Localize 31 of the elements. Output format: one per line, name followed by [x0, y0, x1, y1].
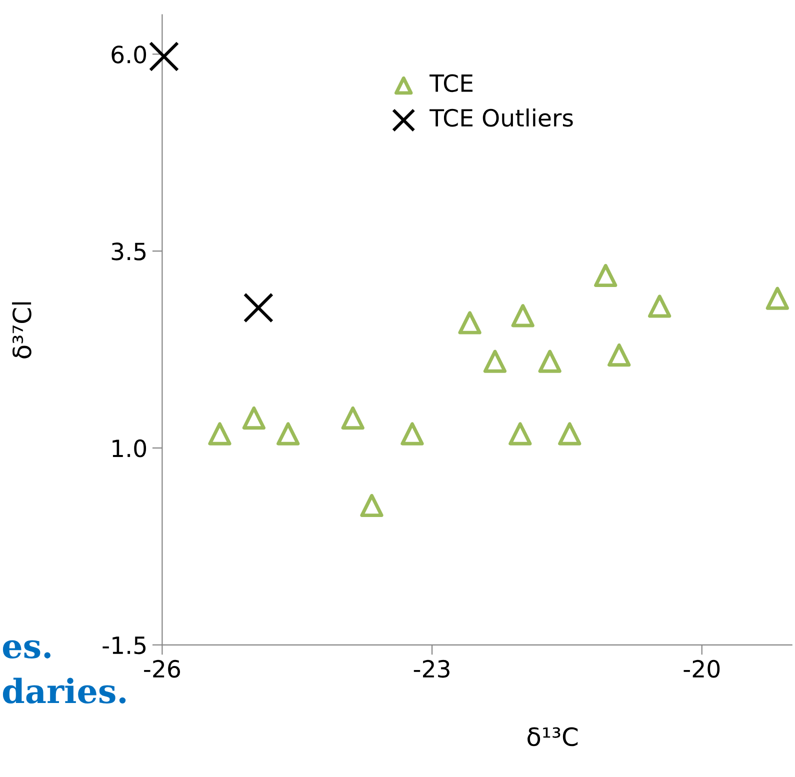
- point: [400, 422, 424, 446]
- legend-label: TCE Outliers: [430, 108, 573, 127]
- point: [766, 286, 789, 310]
- x-tick-label: -20: [684, 660, 720, 678]
- point: [511, 304, 534, 328]
- point: [341, 406, 364, 430]
- point: [483, 350, 507, 373]
- legend-label: TCE: [430, 74, 473, 92]
- y-tick-label: 3.5: [112, 242, 146, 260]
- x-axis-title: δ¹³C: [528, 727, 578, 746]
- y-tick-label: 1.0: [112, 439, 146, 458]
- y-axis-title: δ³⁷Cl: [12, 302, 32, 358]
- point: [538, 350, 562, 373]
- x-tick-label: -23: [414, 660, 450, 678]
- point: [243, 292, 274, 323]
- point: [558, 422, 582, 446]
- point: [508, 422, 532, 446]
- x-tick-label: -26: [144, 660, 180, 678]
- text: daries.: [2, 678, 126, 704]
- point: [242, 406, 266, 430]
- point: [360, 494, 384, 518]
- point: [148, 41, 180, 72]
- point: [276, 422, 300, 446]
- point: [208, 422, 232, 446]
- y-tick-label: 6.0: [112, 46, 146, 64]
- text: es.: [2, 640, 50, 658]
- point: [608, 343, 631, 367]
- point: [648, 294, 672, 318]
- y-tick-label: -1.5: [102, 636, 146, 654]
- point: [594, 264, 618, 288]
- point: [458, 311, 482, 334]
